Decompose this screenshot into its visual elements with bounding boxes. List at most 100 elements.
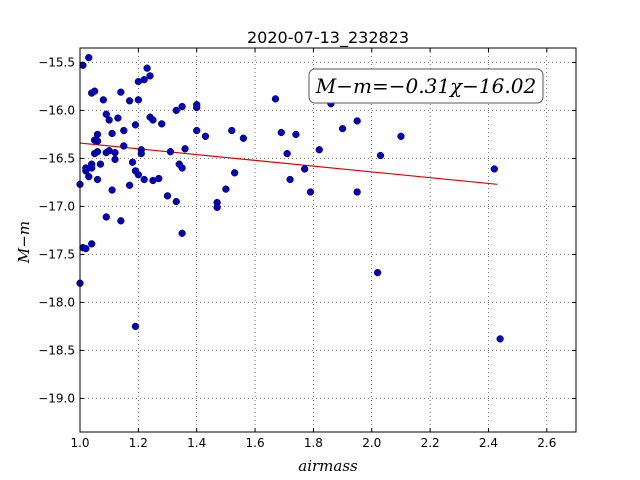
data-point	[376, 151, 385, 160]
data-point	[134, 96, 143, 104]
data-point	[178, 164, 186, 172]
data-point	[82, 244, 90, 253]
annotation-box	[308, 68, 544, 104]
data-point	[397, 132, 405, 140]
data-point	[353, 188, 361, 196]
data-point	[88, 164, 96, 172]
data-point	[93, 130, 102, 139]
data-point	[102, 213, 110, 221]
data-point	[146, 72, 154, 80]
chart-title: 2020-07-13_232823	[247, 28, 409, 48]
x-tick-label: 1.4	[187, 436, 206, 450]
plot-frame	[79, 47, 577, 433]
data-point	[125, 181, 134, 189]
data-point	[114, 114, 122, 122]
data-point	[88, 240, 96, 248]
data-point	[155, 174, 163, 183]
data-point	[125, 97, 134, 105]
x-tick-label: 2.4	[479, 436, 498, 450]
fit-line	[79, 142, 498, 185]
data-point	[213, 203, 221, 212]
y-tick-label: −17.0	[38, 199, 75, 213]
data-point	[93, 175, 102, 184]
x-tick-label: 2.0	[362, 436, 381, 450]
x-tick-label: 2.2	[421, 436, 440, 450]
y-tick-label: −18.0	[38, 295, 75, 309]
data-point	[108, 186, 116, 194]
data-point	[117, 217, 125, 225]
data-point	[172, 197, 180, 206]
data-point	[140, 175, 148, 184]
data-point	[353, 117, 361, 125]
data-point	[93, 137, 102, 145]
y-tick-label: −18.5	[38, 343, 75, 357]
y-tick-label: −16.0	[38, 103, 75, 117]
data-point	[149, 116, 157, 124]
data-point	[111, 148, 119, 157]
y-tick-label: −17.5	[38, 247, 75, 261]
data-point	[96, 160, 105, 168]
x-tick-label: 1.8	[304, 436, 323, 450]
data-point	[292, 130, 300, 139]
data-point	[166, 148, 175, 156]
data-point	[111, 155, 119, 164]
annotation-text: M−m=−0.31χ−16.02	[315, 74, 536, 98]
data-point	[137, 149, 145, 158]
data-point	[172, 106, 180, 115]
gridlines	[79, 48, 576, 432]
data-point	[193, 103, 201, 112]
data-point	[85, 172, 93, 181]
x-axis-label: airmass	[298, 457, 358, 475]
y-tick-label: −16.5	[38, 151, 75, 165]
data-point	[277, 128, 285, 137]
data-point	[306, 188, 315, 196]
data-point	[222, 185, 230, 193]
data-point	[105, 116, 113, 124]
data-point	[85, 53, 93, 62]
data-point	[93, 148, 102, 156]
data-point	[128, 158, 137, 166]
fit-line-group	[79, 142, 498, 185]
data-point	[108, 129, 116, 138]
data-point	[90, 87, 99, 95]
x-tick-label: 1.6	[246, 436, 265, 450]
y-tick-label: −15.5	[38, 55, 75, 69]
y-axis-label: M−m	[15, 221, 33, 264]
x-tick-label: 1.2	[129, 436, 148, 450]
data-point	[131, 322, 140, 331]
data-point	[178, 229, 186, 237]
data-point	[338, 124, 347, 133]
data-points	[76, 53, 504, 343]
data-point	[181, 145, 189, 153]
y-tick-label: −19.0	[38, 391, 75, 405]
data-point	[490, 165, 498, 173]
data-point	[283, 149, 291, 158]
fit-annotation: M−m=−0.31χ−16.02	[308, 68, 544, 104]
data-point	[140, 76, 148, 84]
data-point	[117, 88, 125, 96]
x-tick-label: 1.0	[70, 436, 89, 450]
data-point	[271, 95, 280, 103]
data-point	[315, 146, 323, 154]
data-point	[193, 126, 201, 135]
data-point	[228, 126, 236, 135]
data-point	[286, 175, 294, 184]
data-point	[158, 120, 166, 128]
data-point	[178, 102, 186, 111]
data-point	[134, 171, 143, 179]
data-point	[131, 121, 140, 129]
data-point	[373, 268, 382, 277]
data-point	[99, 96, 107, 104]
data-point	[120, 126, 128, 135]
data-point	[163, 192, 172, 200]
data-point	[301, 165, 309, 173]
x-tick-label: 2.6	[537, 436, 556, 450]
data-point	[230, 169, 239, 177]
data-point	[496, 335, 504, 343]
data-point	[102, 110, 110, 118]
data-point	[143, 64, 151, 72]
data-point	[120, 142, 128, 150]
axis-ticks: 1.0 1.2 1.4 1.6 1.8 2.0 2.2 2.4 2.6 −15.5 −16.0 −16…	[38, 48, 576, 450]
data-point	[201, 132, 210, 140]
